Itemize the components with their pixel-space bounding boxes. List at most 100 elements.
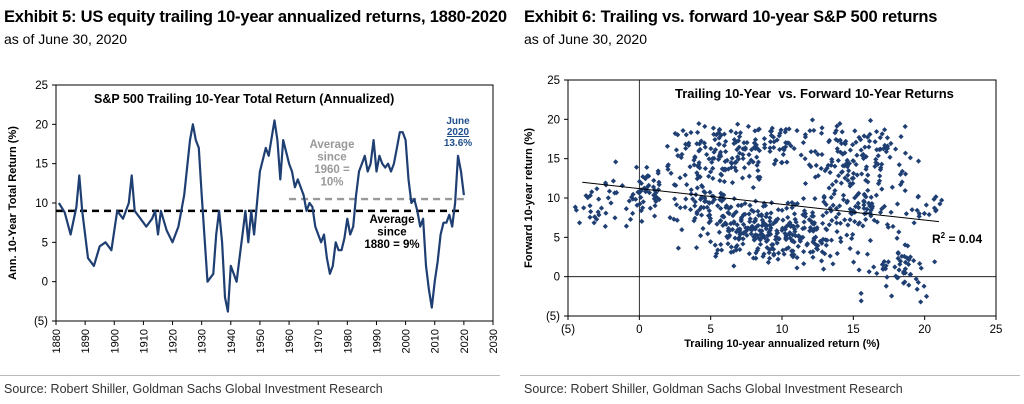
scatter-point [867, 131, 873, 137]
scatter-point [603, 210, 609, 216]
x-tick-label: 1980 [342, 329, 354, 353]
scatter-point [863, 194, 869, 200]
scatter-point [808, 164, 814, 170]
scatter-point [896, 267, 902, 273]
scatter-point [752, 137, 759, 143]
scatter-point [746, 173, 752, 179]
scatter-point [869, 203, 876, 209]
scatter-point [829, 217, 835, 224]
scatter-point [907, 155, 913, 161]
x-tick-label: 1970 [313, 329, 325, 353]
scatter-point [753, 255, 759, 261]
trailing-return-line-chart: S&P 500 Trailing 10-Year Total Return (A… [7, 80, 500, 353]
scatter-point [888, 209, 894, 215]
scatter-point [682, 204, 688, 210]
scatter-point [605, 195, 611, 201]
scatter-point [879, 186, 885, 192]
scatter-point [793, 219, 799, 225]
scatter-point [896, 162, 902, 168]
scatter-point [815, 173, 821, 179]
scatter-point [837, 121, 843, 127]
scatter-point [733, 130, 739, 136]
scatter-point [879, 161, 885, 167]
scatter-point [767, 148, 773, 155]
scatter-point [881, 203, 888, 209]
scatter-point [902, 150, 909, 156]
y-tick-label: 15 [547, 154, 560, 166]
scatter-point [723, 148, 729, 155]
y-tick-label: 0 [42, 277, 48, 289]
scatter-point [718, 205, 724, 212]
scatter-point [819, 249, 825, 255]
scatter-point [807, 128, 813, 134]
y-tick-label: (5) [546, 311, 560, 323]
exhibit-5-subtitle: as of June 30, 2020 [4, 31, 127, 47]
scatter-point [696, 120, 702, 127]
scatter-point [772, 157, 779, 163]
scatter-point [719, 213, 725, 219]
scatter-point [656, 196, 662, 203]
scatter-point [861, 202, 867, 208]
scatter-point [838, 180, 844, 186]
scatter-point [898, 134, 904, 140]
scatter-point [907, 254, 913, 260]
scatter-point [729, 226, 736, 233]
x-tick-label: 5 [707, 324, 713, 336]
scatter-point [789, 205, 795, 211]
trendline [582, 181, 939, 223]
scatter-point [834, 123, 840, 129]
scatter-point [852, 195, 858, 201]
scatter-point [833, 178, 839, 184]
average-1960-annotation: 1960 = [314, 164, 350, 176]
scatter-point [909, 207, 915, 213]
scatter-point [845, 222, 851, 228]
scatter-point [866, 269, 872, 275]
scatter-point [902, 123, 908, 130]
scatter-point [847, 217, 853, 223]
average-1960-annotation: Average [310, 139, 355, 151]
scatter-point [767, 231, 774, 237]
x-tick-label: 1920 [168, 329, 180, 353]
scatter-point [894, 235, 900, 241]
x-tick-label: 1940 [226, 329, 238, 353]
june-2020-annotation: June [446, 116, 470, 127]
scatter-point [756, 235, 762, 242]
scatter-point [812, 148, 818, 155]
scatter-point [914, 207, 920, 213]
scatter-point [747, 202, 753, 209]
scatter-point [771, 251, 777, 257]
x-tick-label: 25 [990, 324, 1003, 336]
scatter-point [623, 206, 629, 212]
scatter-point [762, 141, 768, 148]
scatter-point [759, 217, 766, 223]
scatter-point [626, 198, 632, 204]
scatter-point [888, 140, 894, 147]
scatter-point [623, 223, 630, 229]
scatter-point [794, 265, 800, 271]
scatter-point [833, 127, 839, 134]
scatter-point [820, 220, 826, 227]
scatter-point [911, 258, 917, 264]
scatter-point [866, 138, 873, 144]
scatter-point [810, 254, 816, 260]
scatter-point [836, 211, 842, 217]
scatter-point [684, 182, 690, 188]
scatter-point [842, 163, 848, 169]
scatter-point [829, 156, 835, 163]
scatter-point [849, 211, 855, 217]
scatter-point [710, 165, 716, 171]
scatter-point [712, 137, 718, 143]
scatter-point [785, 245, 792, 251]
scatter-point [837, 220, 844, 226]
scatter-point [880, 146, 887, 152]
scatter-point [871, 264, 877, 270]
scatter-point [863, 166, 869, 172]
scatter-point [834, 228, 840, 235]
scatter-point [707, 212, 713, 218]
scatter-point [856, 134, 862, 141]
scatter-point [706, 200, 712, 206]
scatter-point [823, 209, 830, 216]
scatter-point [806, 217, 812, 223]
exhibit-5-panel: Exhibit 5: US equity trailing 10-year an… [0, 0, 507, 404]
scatter-point [791, 145, 797, 152]
